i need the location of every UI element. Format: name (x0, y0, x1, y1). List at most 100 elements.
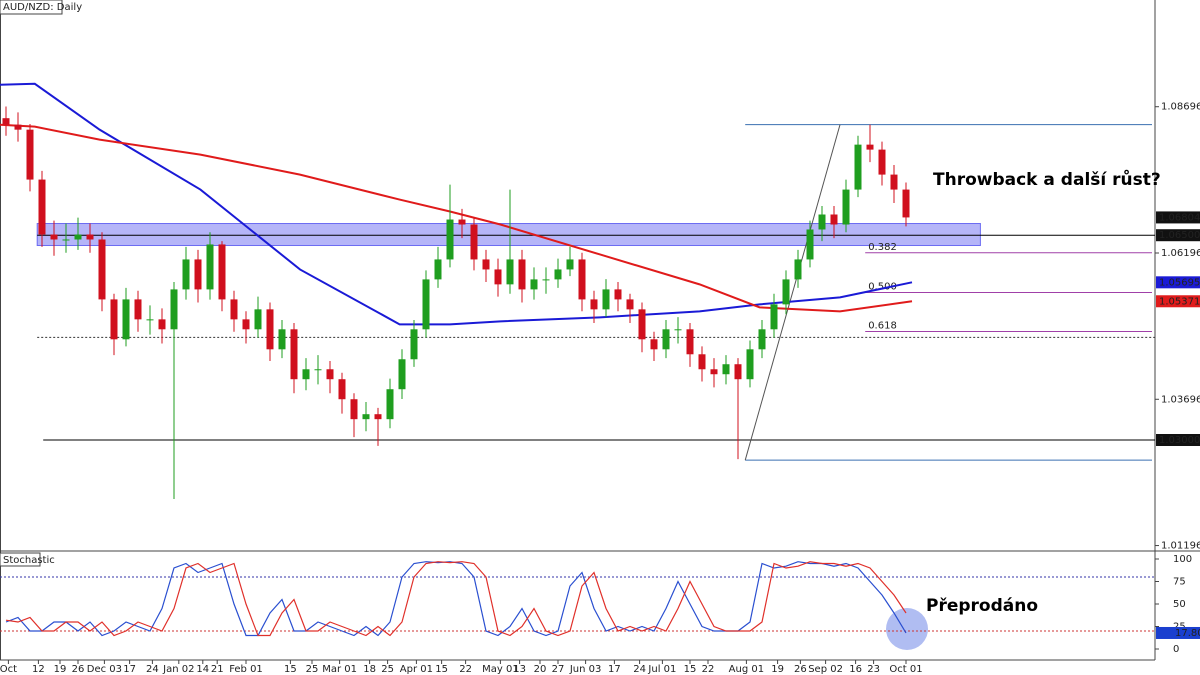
x-tick-label: Jan 02 (162, 664, 194, 675)
candle-body (494, 269, 502, 285)
candle-body (542, 279, 550, 281)
candle-body (146, 319, 154, 321)
chart-title: AUD/NZD: Daily (3, 2, 82, 13)
candle-body (242, 319, 250, 330)
candle-body (722, 364, 730, 375)
candle-body (62, 239, 70, 241)
candle-body (470, 224, 478, 260)
candle-body (782, 279, 790, 305)
y-tick-label: 0 (1173, 644, 1179, 655)
annotation: Přeprodáno (926, 596, 1038, 616)
candle-body (2, 118, 10, 125)
x-tick-label: May 01 (482, 664, 519, 675)
price-label-box (1156, 434, 1200, 446)
fib-label: 0.500 (868, 282, 897, 293)
oversold-marker (886, 608, 928, 650)
x-tick-label: 15 (435, 664, 448, 675)
x-tick-label: 17 (123, 664, 136, 675)
x-tick-label: 19 (54, 664, 67, 675)
indicator-label-box (1156, 626, 1200, 639)
candle-body (674, 329, 682, 331)
candle-body (50, 234, 58, 240)
candle-body (314, 369, 322, 371)
x-tick-label: 24 (633, 664, 646, 675)
y-tick-label: 1.06196 (1161, 248, 1200, 259)
trend-line (744, 124, 841, 461)
candle-body (26, 129, 34, 180)
candle-body (878, 149, 886, 175)
title-box (0, 0, 63, 15)
x-tick-label: 19 (771, 664, 784, 675)
candle-body (758, 329, 766, 350)
y-tick-label: 1.03696 (1161, 394, 1200, 405)
candle-body (866, 144, 874, 150)
candle-body (386, 389, 394, 420)
indicator-title-box (0, 552, 41, 567)
x-tick-label: 26 (794, 664, 807, 675)
candle-body (794, 259, 802, 280)
candle-body (638, 309, 646, 340)
candle-body (602, 289, 610, 310)
candle-body (170, 289, 178, 330)
candle-body (890, 174, 898, 190)
candle-body (422, 279, 430, 330)
candle-body (290, 329, 298, 380)
candle-body (122, 299, 130, 340)
candle-body (338, 379, 346, 400)
candle-body (230, 299, 238, 320)
x-tick-label: 14 (196, 664, 209, 675)
price-label: 1.03000 (1159, 435, 1200, 446)
price-label: 1.05695 (1159, 277, 1200, 288)
y-tick-label: 75 (1173, 577, 1186, 588)
candle-body (734, 364, 742, 380)
x-tick-label: Mar 01 (322, 664, 357, 675)
candle-body (662, 329, 670, 350)
candle-body (398, 359, 406, 390)
candle-body (74, 234, 82, 240)
candle-body (482, 259, 490, 270)
moving-average (0, 82, 913, 326)
x-tick-label: 18 (363, 664, 376, 675)
candle-body (38, 179, 46, 235)
candle-body (206, 244, 214, 290)
candle-body (266, 309, 274, 350)
x-tick-label: Oct 01 (889, 664, 922, 675)
fib-label: 0.618 (868, 320, 897, 331)
x-tick-label: 22 (459, 664, 472, 675)
candle-body (698, 354, 706, 370)
candle-body (554, 269, 562, 280)
y-tick-label: 1.01196 (1161, 541, 1200, 552)
candle-body (86, 234, 94, 240)
candle-body (350, 399, 358, 420)
candle-body (566, 259, 574, 270)
candle-body (218, 244, 226, 300)
candle-body (326, 369, 334, 380)
fib-label: 0.382 (868, 242, 897, 253)
candle-body (710, 369, 718, 375)
x-tick-label: Dec 03 (87, 664, 122, 675)
candle-body (902, 189, 910, 218)
candle-body (806, 229, 814, 260)
candle-body (410, 329, 418, 360)
candle-body (530, 279, 538, 290)
candle-body (98, 239, 106, 300)
candle-body (194, 259, 202, 290)
candle-body (854, 144, 862, 190)
x-tick-label: Apr 01 (400, 664, 433, 675)
indicator-title: Stochastic (3, 555, 55, 566)
y-tick-label: 1.08696 (1161, 102, 1200, 113)
x-tick-label: 20 (534, 664, 547, 675)
stochastic-line (5, 561, 907, 637)
candle-body (506, 259, 514, 285)
candle-body (134, 299, 142, 320)
candle-body (278, 329, 286, 350)
candle-body (614, 289, 622, 300)
candle-body (650, 339, 658, 350)
candle-body (830, 214, 838, 225)
price-label: 1.06804 (1159, 212, 1200, 223)
candle-body (746, 349, 754, 380)
price-label-box (1156, 229, 1200, 242)
y-tick-label: 50 (1173, 599, 1186, 610)
